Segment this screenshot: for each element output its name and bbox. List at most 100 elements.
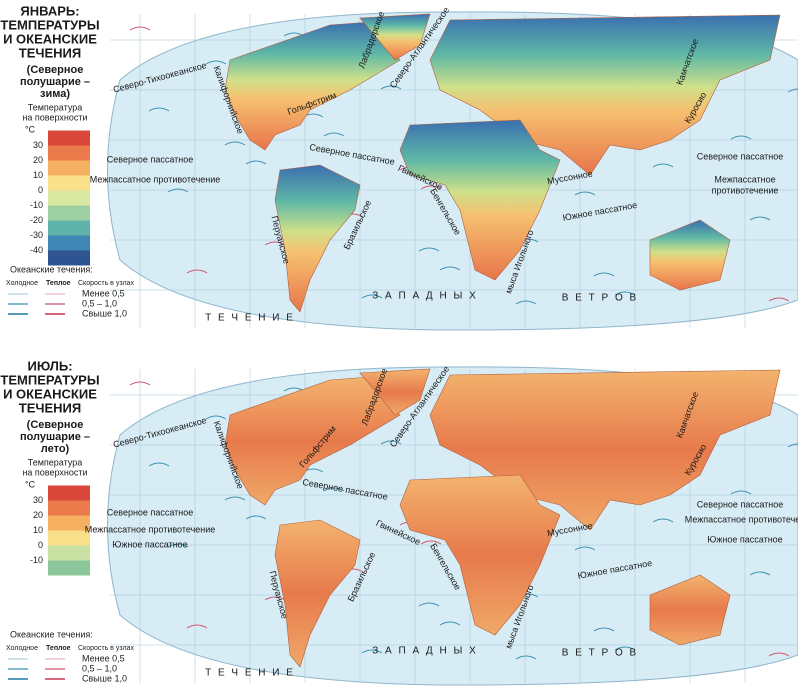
cold-label: Холодное: [6, 645, 38, 652]
current-arrow: [380, 85, 402, 90]
legend-tick: -30: [30, 230, 43, 240]
current-arrow: [730, 135, 752, 140]
map-title: И ОКЕАНСКИЕ: [3, 31, 97, 46]
map-title: ТЕМПЕРАТУРЫ: [0, 17, 99, 32]
map-subtitle: лето): [41, 443, 70, 455]
map-title: ТЕЧЕНИЯ: [19, 45, 82, 60]
current-arrow: [614, 646, 636, 651]
legend-tick: 20: [33, 155, 43, 165]
current-arrow: [418, 602, 440, 607]
current-arrow: [186, 269, 208, 274]
current-arrow: [787, 443, 798, 448]
current-arrow: [515, 655, 537, 660]
westerlies: Т Е Ч Е Н И Е: [205, 668, 295, 679]
speed-value: 0,5 – 1,0: [82, 663, 117, 673]
legend-unit: °C: [25, 124, 36, 134]
current-arrow: [205, 60, 227, 65]
continent: [274, 519, 361, 668]
currents-title: Океанские течения:: [10, 629, 93, 639]
legend-swatch: [48, 175, 90, 191]
legend-swatch: [48, 545, 90, 561]
current-arrow: [264, 241, 286, 246]
map-subtitle: полушарие –: [20, 76, 90, 88]
continent: [359, 13, 431, 61]
current-name: Северное пассатное: [107, 507, 193, 517]
current-name: противотечение: [712, 185, 779, 195]
legend-tick: 10: [33, 525, 43, 535]
westerlies: З А П А Д Н Ы Х: [372, 646, 478, 657]
legend-tick: -10: [30, 555, 43, 565]
map-title: ИЮЛЬ:: [27, 358, 72, 373]
westerlies: З А П А Д Н Ы Х: [372, 291, 478, 302]
current-name: Межпассатное противотечение: [90, 174, 221, 184]
current-name: Межпассатное: [714, 174, 775, 184]
legend-title: Температура: [28, 457, 83, 467]
legend-tick: -20: [30, 215, 43, 225]
map-subtitle: (Северное: [27, 419, 84, 431]
current-arrow: [361, 294, 383, 299]
current-arrow: [224, 141, 246, 146]
current-arrow: [264, 596, 286, 601]
legend-swatch: [48, 530, 90, 546]
currents-title: Океанские течения:: [10, 264, 93, 274]
current-arrow: [593, 627, 615, 632]
current-arrow: [323, 132, 345, 137]
speed-value: Менее 0,5: [82, 653, 125, 663]
current-arrow: [730, 490, 752, 495]
legend-tick: -40: [30, 245, 43, 255]
current-arrow: [129, 26, 151, 31]
westerlies: Т Е Ч Е Н И Е: [205, 313, 295, 324]
current-arrow: [768, 297, 790, 302]
legend-swatch: [48, 235, 90, 251]
current-arrow: [420, 185, 442, 190]
speed-value: Менее 0,5: [82, 288, 125, 298]
current-arrow: [186, 624, 208, 629]
speed-label: Скорость в узлах: [78, 280, 134, 287]
current-arrow: [749, 571, 771, 576]
current-arrow: [167, 543, 189, 548]
westerlies: В Е Т Р О В: [562, 648, 638, 659]
current-name: Северное пассатное: [697, 151, 783, 161]
warm-label: Теплое: [46, 645, 71, 652]
legend-title: на поверхности: [22, 112, 87, 122]
continent: [649, 219, 731, 291]
map-title: ТЕЧЕНИЯ: [19, 400, 82, 415]
continent: [274, 164, 361, 313]
legend-swatch: [48, 485, 90, 501]
speed-label: Скорость в узлах: [78, 645, 134, 652]
map-title: И ОКЕАНСКИЕ: [3, 386, 97, 401]
current-name: Южное пассатное: [707, 534, 782, 544]
current-name: Южное пассатное: [112, 539, 187, 549]
current-name: Северное пассатное: [697, 499, 783, 509]
current-arrow: [652, 518, 674, 523]
legend-unit: °C: [25, 479, 36, 489]
current-arrow: [574, 546, 596, 551]
continent: [399, 119, 561, 281]
map-title: ЯНВАРЬ:: [20, 3, 79, 18]
legend-swatch: [48, 560, 90, 576]
current-arrow: [323, 487, 345, 492]
westerlies: В Е Т Р О В: [562, 293, 638, 304]
current-arrow: [380, 440, 402, 445]
current-arrow: [418, 247, 440, 252]
continent: [649, 574, 731, 646]
current-arrow: [129, 381, 151, 386]
legend-title: Температура: [28, 102, 83, 112]
legend-tick: 0: [38, 540, 43, 550]
current-name: Межпассатное противотечение: [85, 524, 216, 534]
map-subtitle: (Северное: [27, 64, 84, 76]
current-arrow: [515, 300, 537, 305]
current-arrow: [167, 188, 189, 193]
current-arrow: [205, 415, 227, 420]
legend-tick: 0: [38, 185, 43, 195]
current-arrow: [787, 88, 798, 93]
legend-swatch: [48, 130, 90, 146]
current-arrow: [420, 540, 442, 545]
current-arrow: [749, 216, 771, 221]
current-arrow: [245, 160, 267, 165]
current-arrow: [148, 462, 170, 467]
current-arrow: [614, 291, 636, 296]
continent: [399, 474, 561, 636]
